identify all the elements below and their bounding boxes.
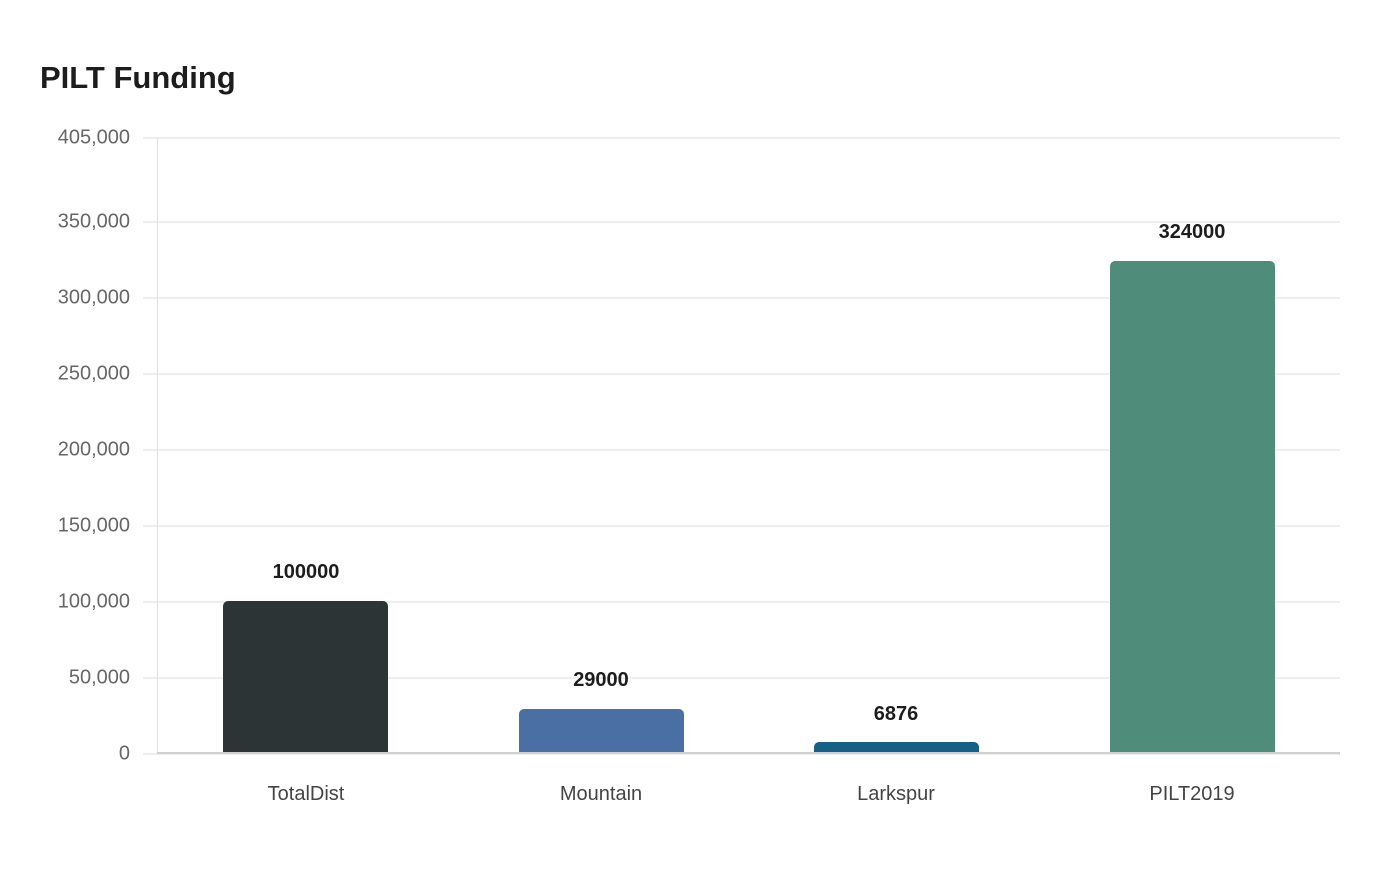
y-axis-line: [157, 138, 158, 753]
x-category-label: Mountain: [559, 783, 643, 805]
gridline: [143, 525, 1340, 527]
gridline: [143, 221, 1340, 223]
y-tick-label: 0: [118, 742, 130, 765]
y-tick-label: 200,000: [57, 438, 130, 461]
gridline: [143, 449, 1340, 451]
x-category-label: TotalDist: [267, 783, 345, 805]
gridline: [143, 373, 1340, 375]
y-tick-label: 250,000: [57, 362, 130, 385]
data-label: 29000: [573, 669, 629, 691]
chart-title: PILT Funding: [40, 60, 236, 95]
data-label: 6876: [873, 703, 919, 725]
bar-mountain[interactable]: [519, 709, 684, 753]
y-tick-label: 100,000: [57, 590, 130, 613]
gridline: [143, 601, 1340, 603]
gridline: [143, 297, 1340, 299]
x-axis-line: [157, 752, 1340, 754]
y-tick-label: 50,000: [68, 666, 130, 689]
y-tick-label: 350,000: [57, 210, 130, 233]
gridline: [143, 137, 1340, 139]
y-tick-label: 150,000: [57, 514, 130, 537]
data-label: 100000: [272, 561, 340, 583]
data-label: 324000: [1158, 221, 1226, 243]
x-category-label: Larkspur: [857, 783, 935, 805]
bar-larkspur[interactable]: [814, 742, 979, 753]
gridline: [143, 753, 1340, 755]
gridline: [143, 677, 1340, 679]
y-tick-label: 405,000: [57, 126, 130, 149]
bar-totaldist[interactable]: [223, 601, 388, 753]
x-category-label: PILT2019: [1149, 783, 1235, 805]
bar-pilt2019[interactable]: [1110, 261, 1275, 753]
y-tick-label: 300,000: [57, 286, 130, 309]
